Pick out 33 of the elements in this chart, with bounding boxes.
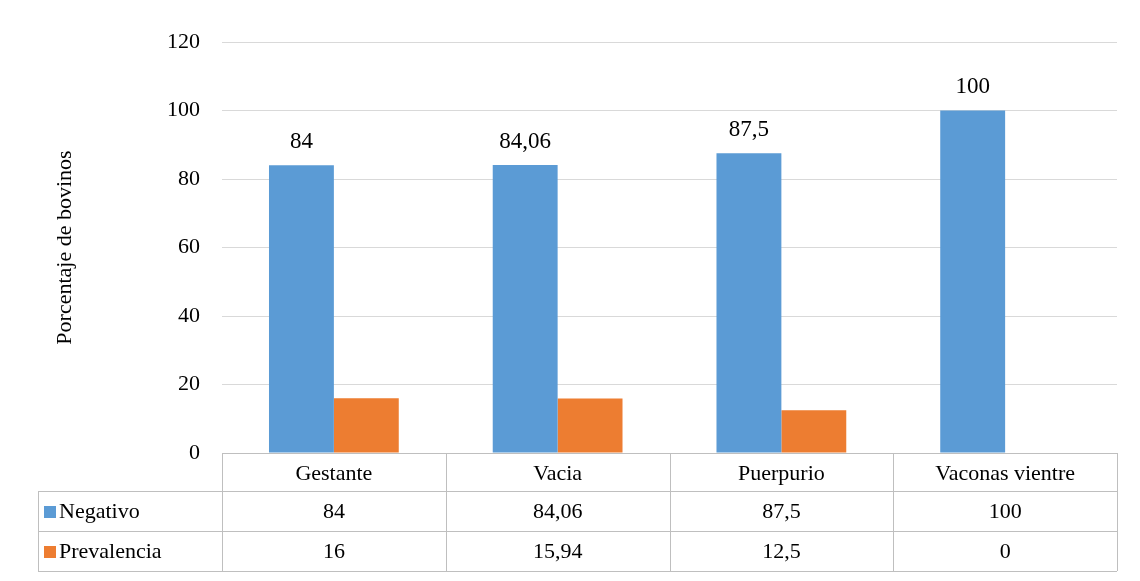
text: 84,06 xyxy=(499,127,552,153)
bar xyxy=(716,153,782,453)
legend-label: Negativo xyxy=(59,497,140,523)
bar xyxy=(557,398,623,453)
y-tick-label: 60 xyxy=(178,233,200,259)
bar xyxy=(940,110,1006,453)
y-tick-label: 120 xyxy=(167,27,200,53)
bar xyxy=(492,165,558,453)
text: 84 xyxy=(289,127,313,153)
y-tick-label: 80 xyxy=(178,164,200,190)
bar xyxy=(333,398,399,453)
y-tick-label: 100 xyxy=(167,96,200,122)
data-label: 84 xyxy=(322,497,345,523)
data-label: 0 xyxy=(999,537,1011,563)
y-tick-label: 0 xyxy=(189,438,200,464)
bar xyxy=(268,165,334,453)
data-label: 84,06 xyxy=(532,497,583,523)
data-label: 87,5 xyxy=(762,497,801,523)
x-tick-label: Puerpurio xyxy=(737,459,825,485)
text: 100 xyxy=(955,73,990,99)
legend-label: Prevalencia xyxy=(59,537,162,563)
x-tick-label: Gestante xyxy=(295,459,373,485)
y-tick-label: 40 xyxy=(178,301,200,327)
data-label: 15,94 xyxy=(532,537,583,563)
bar xyxy=(781,410,847,453)
data-label: 16 xyxy=(322,537,345,563)
y-axis-title: Porcentaje de bovinos xyxy=(50,150,76,345)
x-tick-label: Vaconas vientre xyxy=(935,459,1076,485)
text: 87,5 xyxy=(728,115,770,141)
y-tick-label: 20 xyxy=(178,370,200,396)
data-label: 12,5 xyxy=(762,537,801,563)
data-label: 100 xyxy=(988,497,1022,523)
x-tick-label: Vacia xyxy=(533,459,583,485)
